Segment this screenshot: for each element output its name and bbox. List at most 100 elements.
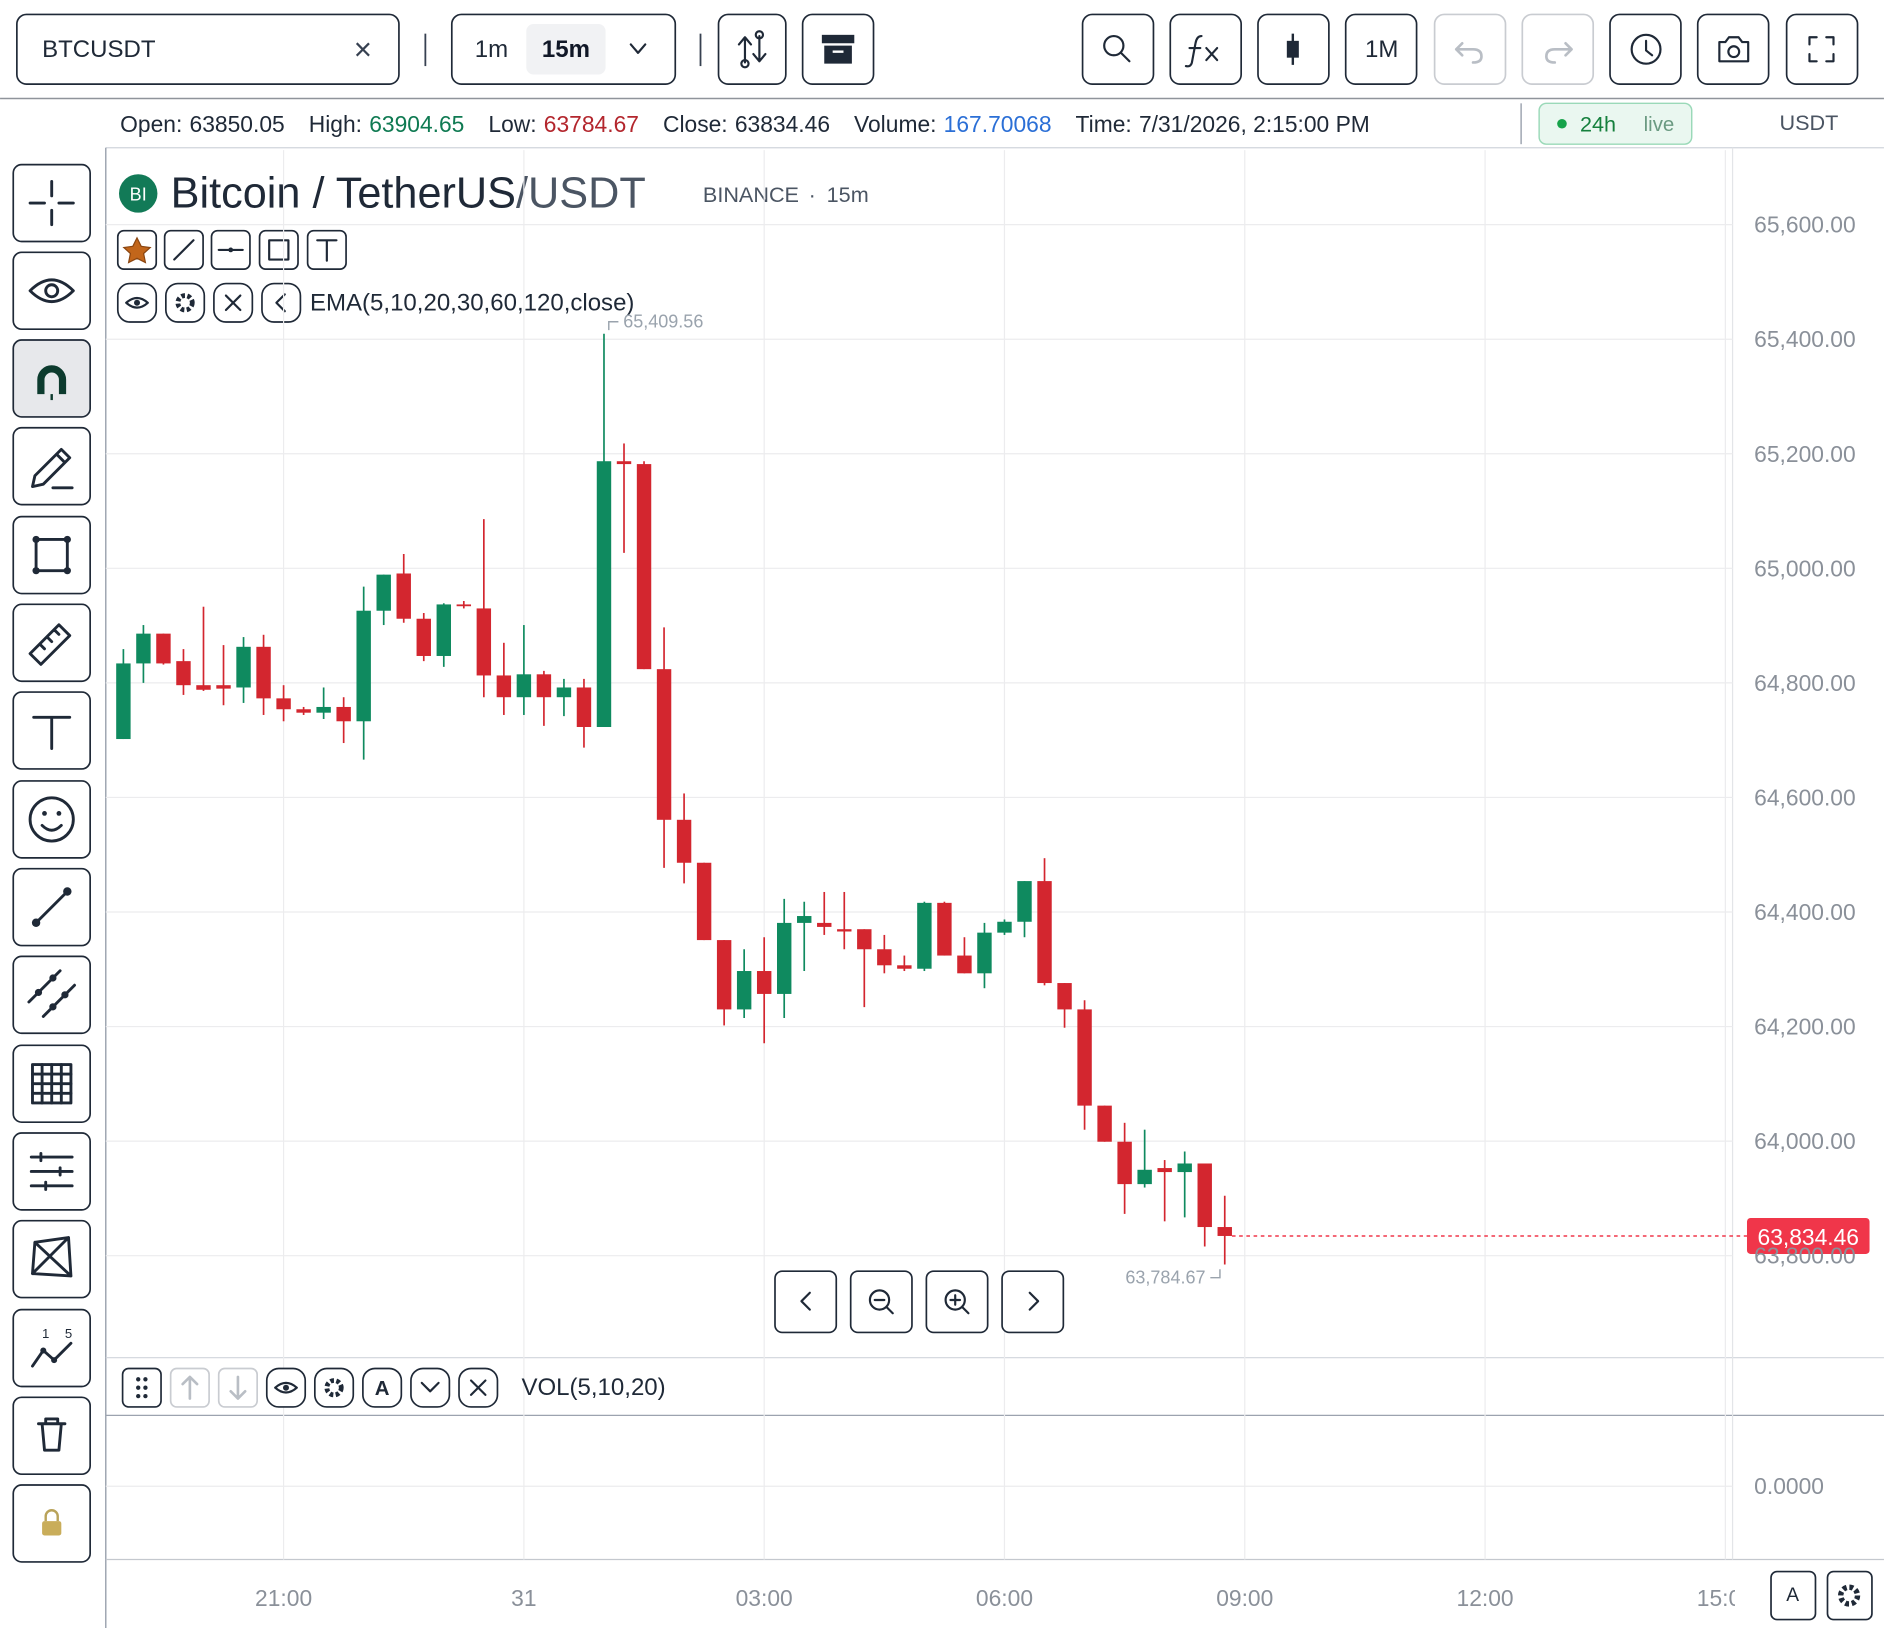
candle-body	[616, 461, 632, 465]
favorite-button[interactable]	[116, 229, 158, 270]
period-dropdown[interactable]	[629, 43, 647, 54]
field-value: 63904.65	[369, 111, 464, 137]
field-value: 63834.46	[735, 111, 830, 137]
scroll-right[interactable]	[1001, 1270, 1065, 1334]
undo-button[interactable]	[1433, 13, 1507, 85]
trend-line-tool[interactable]	[12, 867, 91, 947]
indicator-visibility[interactable]	[116, 282, 158, 323]
drag-handle[interactable]	[121, 1367, 162, 1408]
candle-body	[236, 646, 251, 688]
candle-body	[977, 932, 992, 974]
status-text: live	[1644, 114, 1675, 136]
volume-settings[interactable]	[313, 1367, 355, 1408]
ohlc-readout: Open: 63850.05 High: 63904.65 Low: 63784.67 Cl…	[120, 111, 1370, 137]
info-bar: Open: 63850.05 High: 63904.65 Low: 63784.67 Cl…	[105, 102, 1884, 149]
volume-collapse[interactable]	[410, 1367, 451, 1408]
xabcd-tool[interactable]	[12, 1219, 91, 1299]
axis-settings-button[interactable]	[1826, 1570, 1873, 1621]
volume-visibility[interactable]	[265, 1367, 307, 1408]
symbol-text: BTCUSDT	[42, 36, 156, 63]
field-value: 63850.05	[190, 111, 285, 137]
visibility-tool[interactable]	[12, 251, 91, 331]
ruler-tool[interactable]	[12, 603, 91, 683]
indicator-remove[interactable]	[213, 282, 254, 323]
delete-tool[interactable]	[12, 1396, 91, 1476]
extreme-label: 65,409.56	[623, 312, 703, 332]
candle-body	[656, 669, 672, 820]
volume-remove[interactable]	[458, 1367, 499, 1408]
field-label: Volume:	[854, 111, 936, 137]
fib-tool[interactable]	[12, 1132, 91, 1211]
y-tick-label: 65,200.00	[1754, 441, 1856, 467]
field-label: High:	[309, 111, 362, 137]
y-tick-label: 65,600.00	[1754, 212, 1856, 238]
candle-body	[997, 921, 1012, 933]
move-up[interactable]	[169, 1367, 210, 1408]
field-label: Low:	[488, 111, 536, 137]
search-button[interactable]	[1081, 13, 1155, 85]
candle-body	[716, 940, 732, 1010]
candle-body	[676, 819, 692, 863]
badge-text: 24h	[1580, 111, 1616, 136]
redo-button[interactable]	[1521, 13, 1595, 85]
rectangle-tool[interactable]	[12, 515, 91, 595]
symbol-search[interactable]: BTCUSDT ×	[16, 13, 400, 85]
archive-button[interactable]	[801, 13, 875, 85]
grid-tool[interactable]	[12, 1044, 91, 1124]
candle-body	[1057, 983, 1072, 1010]
indicator-legend: EMA(5,10,20,30,60,120,close)	[116, 282, 634, 323]
crosshair-tool[interactable]	[12, 163, 91, 243]
candle-body	[776, 922, 792, 994]
wave-label: 5	[65, 1326, 72, 1341]
move-down[interactable]	[217, 1367, 258, 1408]
candle-body	[356, 610, 371, 722]
volume-auto[interactable]: A	[362, 1367, 403, 1408]
chart-type-button[interactable]	[1257, 13, 1330, 85]
line-button[interactable]	[163, 229, 204, 270]
candle-body	[1177, 1163, 1192, 1173]
range-button[interactable]: 1M	[1344, 13, 1418, 85]
fullscreen-button[interactable]	[1785, 13, 1859, 85]
candle-body	[216, 685, 231, 689]
indicator-settings[interactable]	[165, 282, 206, 323]
candle-body	[837, 929, 852, 932]
timezone-button[interactable]	[1609, 13, 1682, 85]
auto-scale-button[interactable]: A	[1770, 1570, 1817, 1621]
extreme-label: 63,784.67	[1125, 1268, 1205, 1288]
indicator-collapse[interactable]	[261, 282, 302, 323]
emoji-tool[interactable]	[12, 780, 91, 859]
zoom-in[interactable]	[925, 1270, 989, 1334]
text-tool[interactable]	[12, 691, 91, 770]
period-option-active[interactable]: 15m	[542, 36, 590, 63]
screenshot-button[interactable]	[1696, 13, 1770, 85]
extreme-arrow	[608, 320, 619, 331]
exchange: BINANCE	[703, 182, 799, 207]
lock-tool[interactable]	[12, 1484, 91, 1563]
parallel-channel-tool[interactable]	[12, 955, 91, 1035]
candle-body	[636, 464, 652, 670]
candle-body	[196, 685, 211, 690]
candle-body	[957, 955, 972, 974]
zoom-out[interactable]	[849, 1270, 913, 1334]
candle-body	[396, 573, 411, 619]
candle-body	[1117, 1141, 1132, 1185]
drawing-shortcuts	[116, 229, 347, 270]
indicator-button[interactable]	[1169, 13, 1243, 85]
candle-body	[596, 461, 612, 728]
candle-body	[316, 706, 331, 713]
candle-body	[1097, 1105, 1112, 1142]
compare-button[interactable]	[717, 13, 787, 85]
candle-body	[756, 971, 772, 994]
period-option[interactable]: 1m	[475, 36, 508, 63]
hline-button[interactable]	[210, 229, 251, 270]
field-value: 63784.67	[544, 111, 639, 137]
scroll-left[interactable]	[774, 1270, 838, 1334]
pencil-tool[interactable]	[12, 426, 91, 506]
candle-body	[296, 709, 311, 713]
magnet-tool[interactable]	[12, 339, 91, 418]
clear-symbol[interactable]: ×	[354, 32, 372, 67]
text-button[interactable]	[306, 229, 347, 270]
candle-body	[1037, 881, 1052, 984]
rect-button[interactable]	[258, 229, 299, 270]
